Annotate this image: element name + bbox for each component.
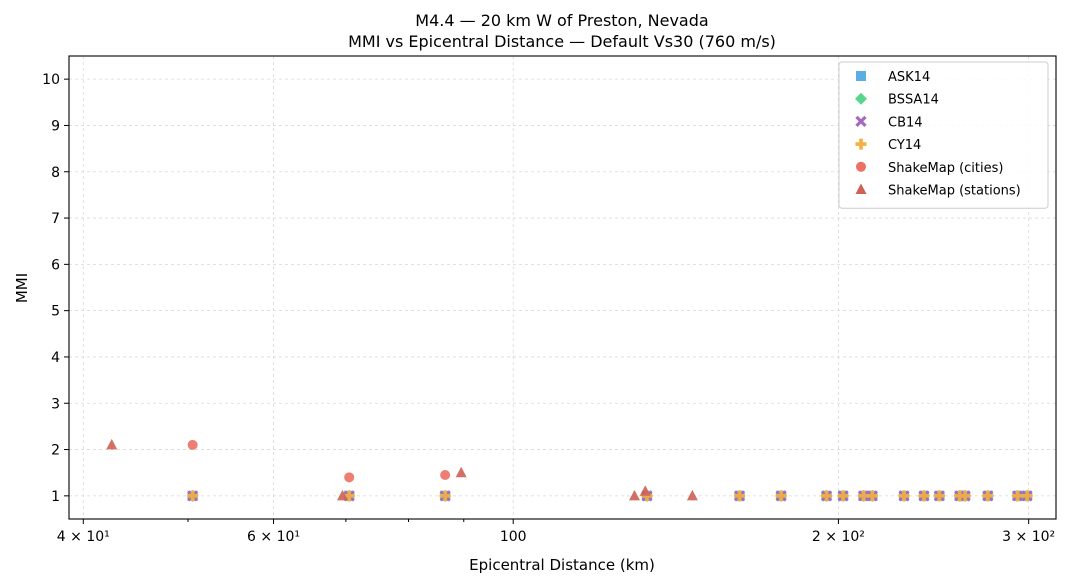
data-point	[837, 490, 849, 502]
data-point	[187, 490, 199, 502]
y-tick-label: 3	[51, 396, 60, 412]
legend-marker	[855, 92, 867, 105]
data-point	[187, 439, 198, 450]
x-axis-label: Epicentral Distance (km)	[469, 556, 655, 574]
legend-label: ASK14	[888, 70, 930, 85]
chart-subtitle: MMI vs Epicentral Distance — Default Vs3…	[348, 32, 776, 51]
x-tick-label: 3 × 10²	[1002, 529, 1055, 545]
y-tick-label: 8	[51, 165, 60, 181]
legend-marker	[855, 115, 867, 128]
data-point	[959, 490, 971, 502]
data-point	[918, 490, 930, 502]
data-point	[455, 466, 467, 478]
data-point	[1012, 490, 1024, 502]
data-point	[933, 490, 945, 502]
legend-marker	[856, 71, 866, 81]
data-point	[344, 472, 355, 483]
y-tick-label: 7	[51, 211, 60, 227]
data-point	[866, 490, 878, 502]
data-point	[734, 490, 746, 502]
plot-frame	[68, 55, 1057, 520]
x-tick-label: 6 × 10¹	[247, 529, 300, 545]
data-point	[686, 489, 698, 501]
y-tick-label: 6	[51, 257, 60, 273]
y-axis-label: MMI	[13, 273, 31, 303]
legend-label: ShakeMap (cities)	[888, 161, 1003, 176]
axis-ticks: 1 2 3 4 5 6 7 8 9 10 4 × 10¹ 6 × 10¹ 100 2 × 10² 3 × 1…	[42, 72, 1055, 545]
legend: ASK14 BSSA14 CB14 CY14 ShakeMap (cities) Shak…	[838, 61, 1049, 209]
data-point	[440, 470, 451, 481]
data-point	[821, 490, 833, 502]
y-tick-label: 9	[51, 118, 60, 134]
legend-label: CB14	[888, 115, 923, 130]
data-point	[898, 490, 910, 502]
x-tick-label: 2 × 10²	[812, 529, 865, 545]
data-point	[639, 485, 651, 496]
data-point	[775, 490, 787, 502]
legend-label: BSSA14	[888, 93, 939, 108]
series-3	[187, 490, 1033, 502]
y-tick-label: 4	[51, 350, 60, 366]
data-point	[1021, 490, 1033, 502]
data-point	[106, 438, 118, 450]
y-tick-label: 10	[42, 72, 60, 88]
legend-marker	[855, 138, 867, 150]
data-point	[439, 490, 451, 502]
data-point	[982, 490, 994, 502]
chart-title: M4.4 — 20 km W of Preston, Nevada	[415, 11, 708, 30]
data-point	[336, 489, 348, 501]
series-5	[106, 438, 698, 501]
y-tick-label: 2	[51, 443, 60, 459]
x-tick-label: 100	[500, 529, 527, 545]
legend-label: ShakeMap (stations)	[888, 184, 1021, 199]
y-tick-label: 1	[51, 489, 60, 505]
data-points	[106, 438, 1034, 502]
legend-box	[838, 61, 1049, 209]
y-tick-label: 5	[51, 304, 60, 320]
x-tick-label: 4 × 10¹	[57, 529, 110, 545]
legend-marker	[855, 183, 867, 194]
legend-marker	[856, 161, 866, 172]
series-4	[187, 439, 451, 483]
legend-label: CY14	[888, 138, 921, 153]
data-point	[628, 489, 640, 501]
